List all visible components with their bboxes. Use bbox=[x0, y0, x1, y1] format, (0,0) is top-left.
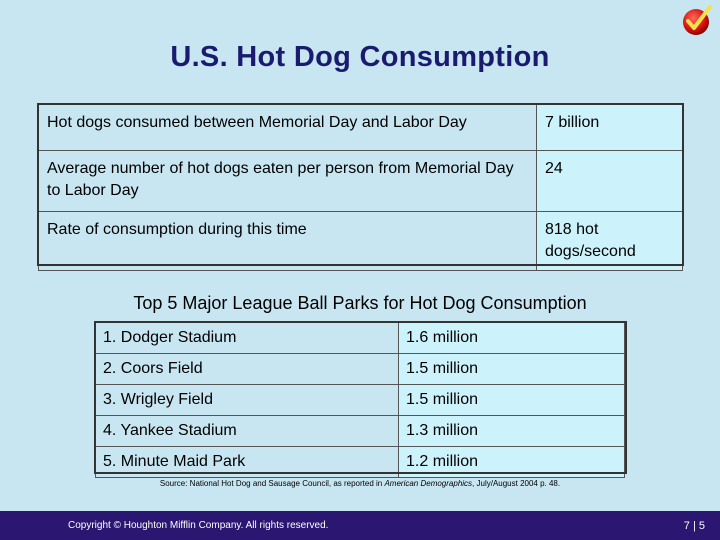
park-value: 1.2 million bbox=[398, 446, 625, 478]
parks-table-title: Top 5 Major League Ball Parks for Hot Do… bbox=[133, 293, 587, 313]
stat-label: Rate of consumption during this time bbox=[38, 211, 537, 271]
table-row: Average number of hot dogs eaten per per… bbox=[38, 150, 683, 212]
stat-label: Average number of hot dogs eaten per per… bbox=[38, 150, 537, 212]
park-name: 4. Yankee Stadium bbox=[95, 415, 399, 447]
stat-value: 818 hot dogs/second bbox=[536, 211, 683, 271]
park-value: 1.3 million bbox=[398, 415, 625, 447]
source-citation: Source: National Hot Dog and Sausage Cou… bbox=[0, 479, 720, 488]
table-row: 2. Coors Field 1.5 million bbox=[95, 353, 625, 385]
park-name: 5. Minute Maid Park bbox=[95, 446, 399, 478]
stat-value: 7 billion bbox=[536, 104, 683, 151]
source-prefix: Source: National Hot Dog and Sausage Cou… bbox=[159, 479, 385, 488]
park-name: 3. Wrigley Field bbox=[95, 384, 399, 416]
park-name: 1. Dodger Stadium bbox=[95, 322, 399, 354]
park-value: 1.6 million bbox=[398, 322, 625, 354]
park-name: 2. Coors Field bbox=[95, 353, 399, 385]
table-row: 5. Minute Maid Park 1.2 million bbox=[95, 446, 625, 478]
park-value: 1.5 million bbox=[398, 353, 625, 385]
page-number: 7 | 5 bbox=[683, 520, 705, 532]
table-row: Hot dogs consumed between Memorial Day a… bbox=[38, 104, 683, 151]
table-row: 1. Dodger Stadium 1.6 million bbox=[95, 322, 625, 354]
ballparks-table: 1. Dodger Stadium 1.6 million 2. Coors F… bbox=[95, 322, 625, 478]
source-publication: American Demographics bbox=[384, 479, 473, 488]
stat-value: 24 bbox=[536, 150, 683, 212]
copyright-text: Copyright © Houghton Mifflin Company. Al… bbox=[68, 520, 329, 531]
checkmark-logo-icon bbox=[683, 5, 712, 35]
table-row: 4. Yankee Stadium 1.3 million bbox=[95, 415, 625, 447]
source-suffix: , July/August 2004 p. 48. bbox=[472, 479, 561, 488]
consumption-stats-table: Hot dogs consumed between Memorial Day a… bbox=[38, 104, 683, 271]
footer-bar: Copyright © Houghton Mifflin Company. Al… bbox=[0, 511, 720, 540]
table-row: 3. Wrigley Field 1.5 million bbox=[95, 384, 625, 416]
page-title: U.S. Hot Dog Consumption bbox=[170, 41, 550, 73]
table-row: Rate of consumption during this time 818… bbox=[38, 211, 683, 271]
park-value: 1.5 million bbox=[398, 384, 625, 416]
stat-label: Hot dogs consumed between Memorial Day a… bbox=[38, 104, 537, 151]
